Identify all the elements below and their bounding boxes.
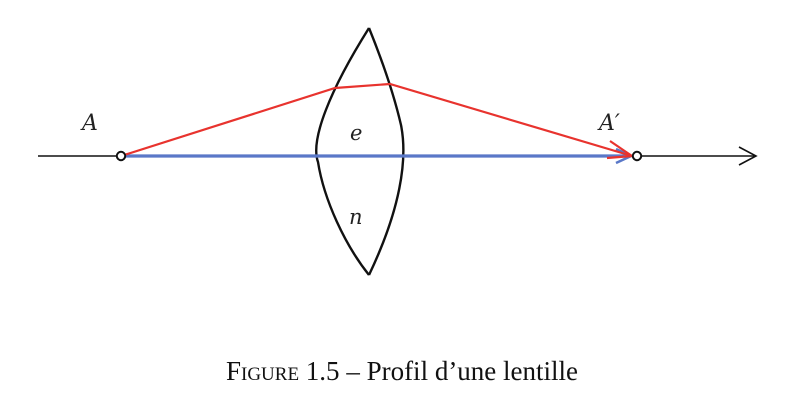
object-point — [115, 150, 127, 162]
thickness-label: e — [350, 121, 362, 145]
refracted-ray — [120, 82, 633, 158]
figure-caption: Figure 1.5 – Profil d’une lentille — [0, 354, 804, 388]
axis-arrowhead — [738, 146, 758, 166]
index-label: n — [349, 205, 363, 229]
caption-text: Profil d’une lentille — [366, 356, 579, 386]
object-label: A — [80, 111, 98, 136]
lens-right-surface — [367, 27, 405, 276]
caption-prefix: Figure 1.5 — [225, 356, 340, 386]
caption-separator: – — [339, 356, 367, 386]
image-label: A′ — [597, 111, 620, 136]
image-point — [631, 150, 643, 162]
lens-left-surface — [315, 27, 371, 276]
